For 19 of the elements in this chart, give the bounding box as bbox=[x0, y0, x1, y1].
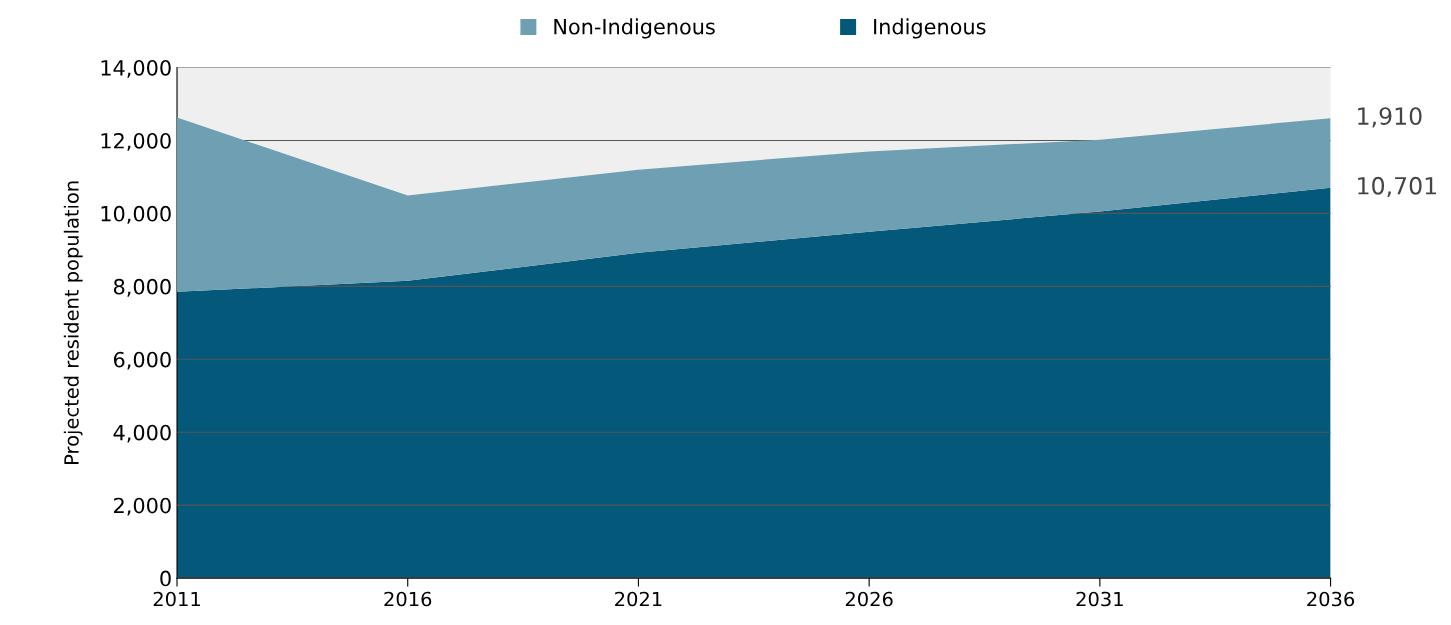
x-tick-label: 2016 bbox=[384, 591, 432, 607]
x-tick-label: 2011 bbox=[153, 591, 200, 607]
x-tick-label: 2031 bbox=[1076, 591, 1123, 607]
y-tick-label: 8,000 bbox=[113, 278, 171, 297]
x-tick-label: 2021 bbox=[615, 591, 662, 607]
y-tick-label: 0 bbox=[160, 570, 171, 587]
y-tick-label: 10,000 bbox=[101, 205, 171, 224]
data-label: 1,910 bbox=[1358, 107, 1422, 128]
x-tick-label: 2036 bbox=[1307, 591, 1355, 607]
x-tick-label: 2026 bbox=[845, 591, 893, 607]
data-label: 10,701 bbox=[1358, 176, 1436, 198]
y-tick-label: 2,000 bbox=[114, 497, 171, 516]
legend-label: Non-Indigenous bbox=[554, 18, 715, 39]
y-tick-label: 4,000 bbox=[113, 424, 171, 443]
y-tick-label: 6,000 bbox=[113, 351, 171, 370]
y-tick-label: 14,000 bbox=[101, 59, 171, 78]
y-tick-label: 12,000 bbox=[101, 132, 171, 151]
y-axis-title: Projected resident population bbox=[63, 181, 83, 464]
legend-label: Indigenous bbox=[874, 18, 986, 39]
